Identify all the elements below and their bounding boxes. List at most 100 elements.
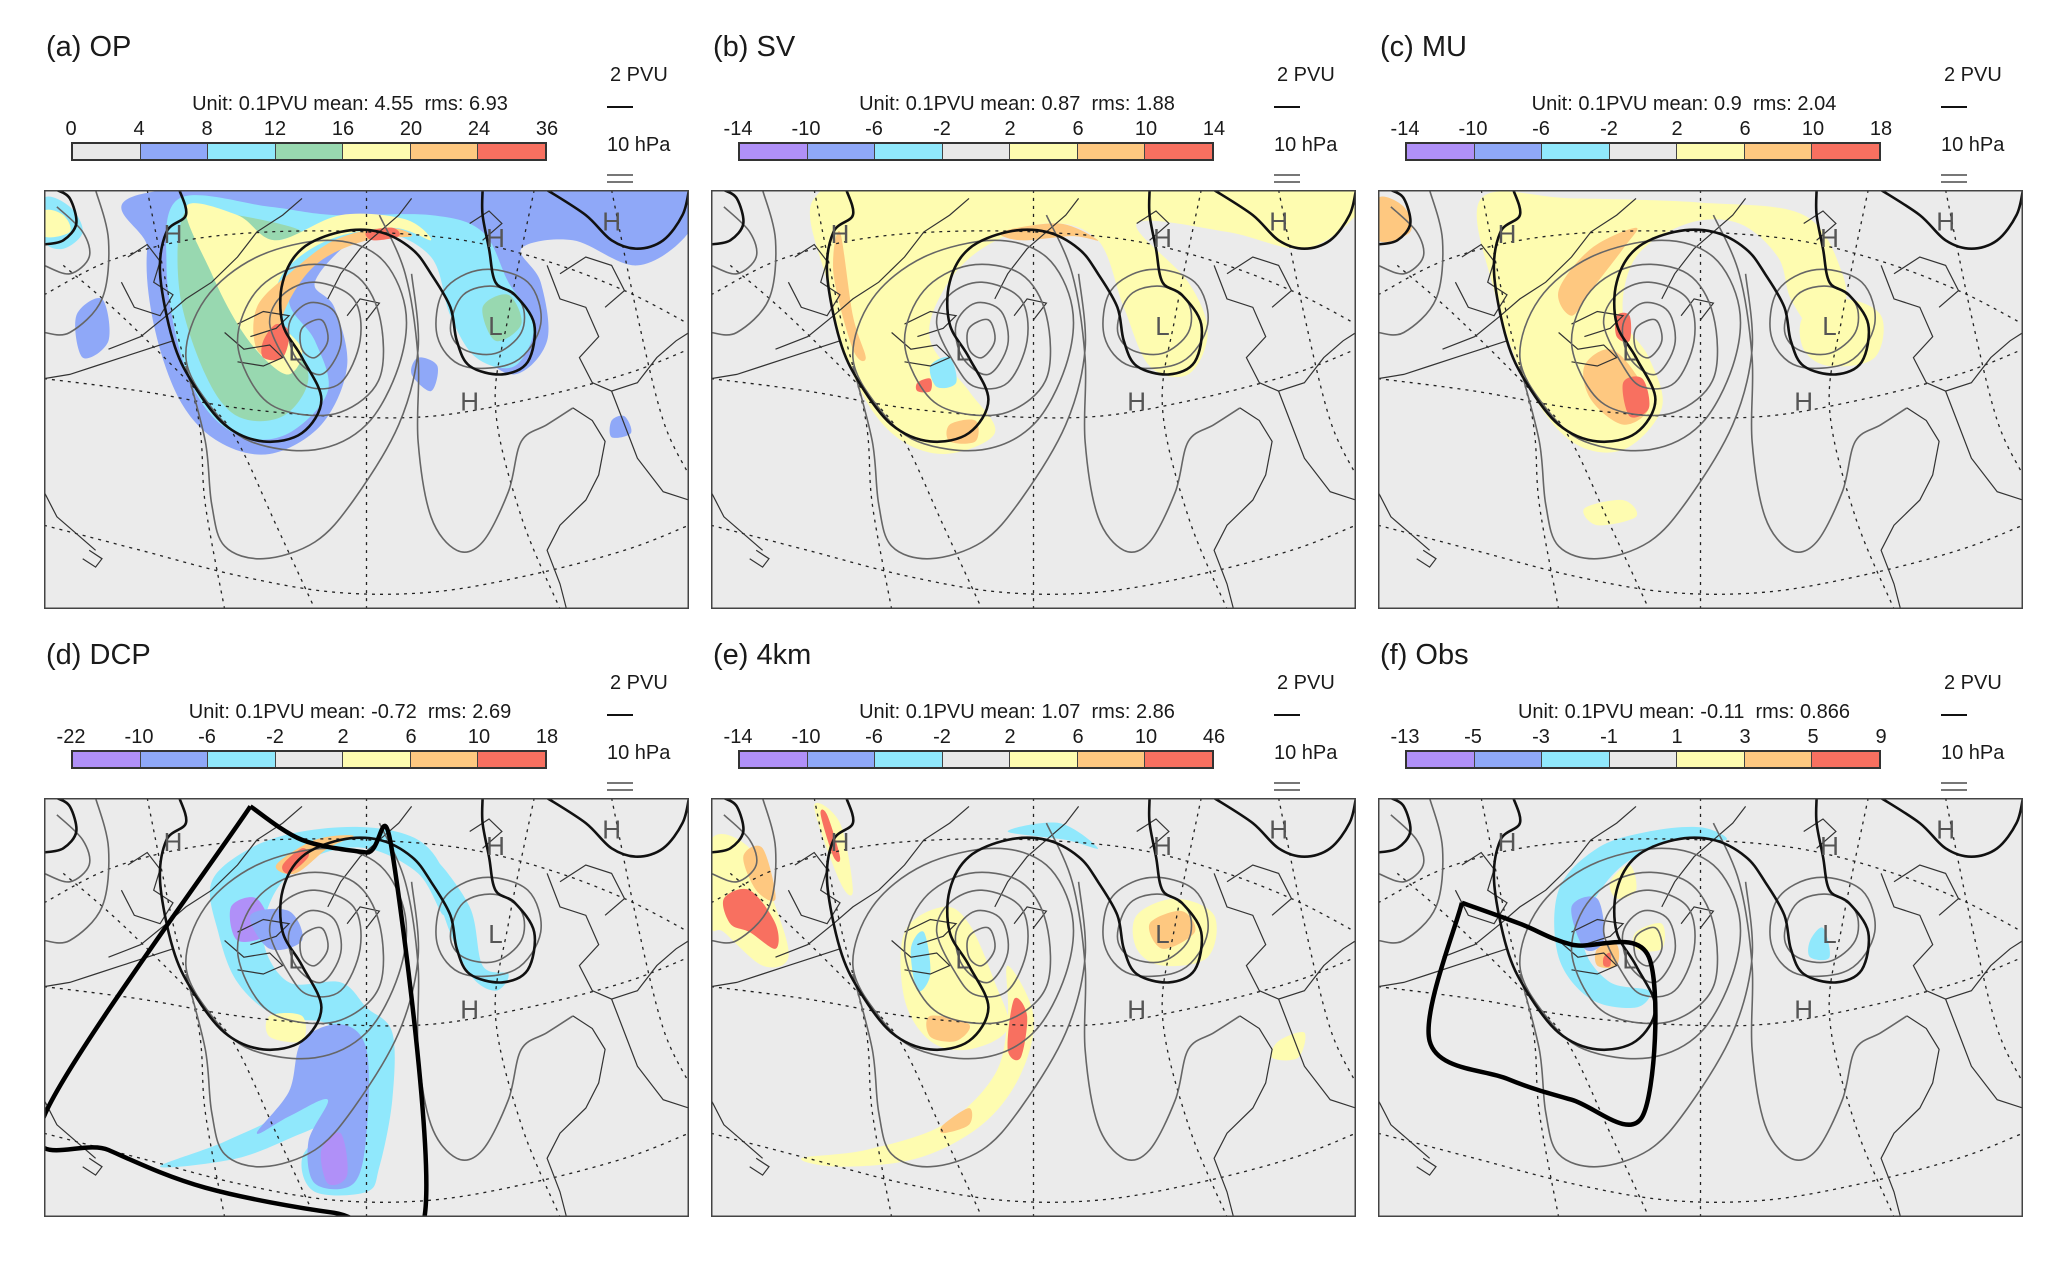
colorbar-ticks: -14 -10 -6 -2 2 6 10 14 xyxy=(724,118,1226,142)
rms-value: 2.86 xyxy=(1135,701,1175,723)
colorbar-tick-label: -2 xyxy=(933,118,951,140)
pv-2pvu-contour xyxy=(1492,798,1871,1052)
coastline xyxy=(237,310,291,338)
map-frame xyxy=(711,190,1356,609)
panel-d: (d) DCP Unit: 0.1PVU mean: -0.72 rms: 2.… xyxy=(44,638,711,1246)
graticule-line xyxy=(1480,798,1560,1217)
pv-2pvu-contour xyxy=(1880,190,2023,251)
contour-legend: 2 PVU 10 hPa xyxy=(1940,30,2040,190)
mean-label: mean: xyxy=(313,93,369,115)
pv-2pvu-contour xyxy=(44,190,78,246)
colorbar-ticks: -22 -10 -6 -2 2 6 10 18 xyxy=(57,726,559,750)
colorbar-tick-label: 6 xyxy=(1072,118,1084,140)
pv-legend-label: 2 PVU xyxy=(610,64,668,86)
graticule-line xyxy=(711,1132,1356,1203)
map: H H H H L L xyxy=(1378,190,2023,609)
high-pressure-label: H xyxy=(602,206,621,236)
colorbar-tick-label: -10 xyxy=(791,726,821,748)
colorbar-segment xyxy=(1609,144,1678,159)
colorbar-segment xyxy=(208,144,276,159)
pressure-legend-line xyxy=(1274,782,1300,784)
colorbar-tick-label: 2 xyxy=(1671,118,1683,140)
pressure-contour xyxy=(1116,893,1193,964)
colorbar xyxy=(1405,142,1881,161)
coastline xyxy=(1945,998,2023,1109)
pressure-legend-label: 10 hPa xyxy=(1274,134,1338,156)
map-canvas: H H H H L L xyxy=(1378,190,2023,609)
coastline xyxy=(1558,332,1618,367)
pv-anomaly-region xyxy=(1554,826,1727,1008)
pv-anomaly-region xyxy=(800,965,1034,1167)
colorbar xyxy=(1405,750,1881,769)
graticule-line xyxy=(1396,264,1650,609)
colorbar-tick-label: -5 xyxy=(1464,726,1482,748)
high-pressure-label: H xyxy=(831,219,850,249)
colorbar-segment xyxy=(478,752,546,767)
mean-label: mean: xyxy=(1639,701,1695,723)
coastline xyxy=(546,873,689,1000)
coastline xyxy=(559,864,626,916)
coastline xyxy=(749,549,770,568)
pv-anomaly-region xyxy=(820,809,841,862)
graticule-line xyxy=(44,348,689,419)
pressure-contour xyxy=(1102,876,1209,978)
colorbar-tick-label: 18 xyxy=(535,726,559,748)
coastline xyxy=(891,940,951,975)
pv-2pvu-contour xyxy=(711,798,745,854)
graticule-line xyxy=(1161,190,1228,609)
pressure-legend-line xyxy=(1941,782,1967,784)
colorbar xyxy=(71,750,547,769)
panel-stats: Unit: 0.1PVU mean: 0.9 rms: 2.04 xyxy=(1464,92,1904,116)
low-pressure-label: L xyxy=(1155,311,1169,341)
coastline xyxy=(1416,549,1437,568)
pressure-contour xyxy=(1602,889,1696,998)
low-pressure-label: L xyxy=(288,944,302,974)
graticule-line xyxy=(1378,348,2023,419)
coastline xyxy=(44,948,174,988)
pv-anomaly-region xyxy=(185,203,432,375)
panel-stats: Unit: 0.1PVU mean: -0.72 rms: 2.69 xyxy=(130,700,570,724)
coastline xyxy=(711,340,841,380)
panel-f: (f) Obs Unit: 0.1PVU mean: -0.11 rms: 0.… xyxy=(1378,638,2045,1246)
pressure-contour xyxy=(711,798,777,944)
pv-2pvu-contour xyxy=(44,798,78,854)
high-pressure-label: H xyxy=(1127,995,1146,1025)
colorbar-ticks: 0 4 8 12 16 20 24 36 xyxy=(65,118,558,142)
coastline xyxy=(1661,198,1747,300)
rms-value: 2.69 xyxy=(472,701,512,723)
high-pressure-label: H xyxy=(1153,831,1172,861)
pressure-legend-label: 10 hPa xyxy=(607,742,671,764)
pv-2pvu-contour xyxy=(546,798,689,859)
colorbar-segment xyxy=(1744,752,1813,767)
pressure-contour xyxy=(44,190,110,336)
graticule-line xyxy=(729,264,983,609)
pressure-contour xyxy=(185,847,408,1060)
high-pressure-label: H xyxy=(1498,827,1517,857)
colorbar-tick-label: 9 xyxy=(1875,726,1887,748)
high-pressure-label: H xyxy=(831,827,850,857)
map-canvas: H H H H L L xyxy=(44,798,689,1217)
colorbar-tick-label: 8 xyxy=(201,118,213,140)
graticule-line xyxy=(44,524,689,595)
rms-value: 0.866 xyxy=(1799,701,1851,723)
coastline xyxy=(327,806,413,908)
colorbar-segment xyxy=(740,144,808,159)
pressure-contour xyxy=(966,318,996,359)
pv-anomaly-region xyxy=(1583,499,1638,526)
coastline xyxy=(546,407,606,609)
coastline xyxy=(1136,210,1170,241)
pressure-contour xyxy=(966,926,996,967)
pressure-legend-line xyxy=(1274,174,1300,176)
colorbar-tick-label: 6 xyxy=(405,726,417,748)
coastline xyxy=(224,332,284,367)
colorbar-segment xyxy=(275,752,344,767)
target-region-box xyxy=(1426,900,1658,1127)
colorbar-segment xyxy=(1812,752,1880,767)
colorbar-tick-label: -2 xyxy=(266,726,284,748)
target-region-box xyxy=(44,804,429,1217)
pv-legend-line xyxy=(1274,714,1300,716)
pv-legend-line xyxy=(1941,106,1967,108)
coastline xyxy=(1571,918,1625,946)
rms-label: rms: xyxy=(1752,93,1792,115)
pv-legend-label: 2 PVU xyxy=(1944,672,2002,694)
